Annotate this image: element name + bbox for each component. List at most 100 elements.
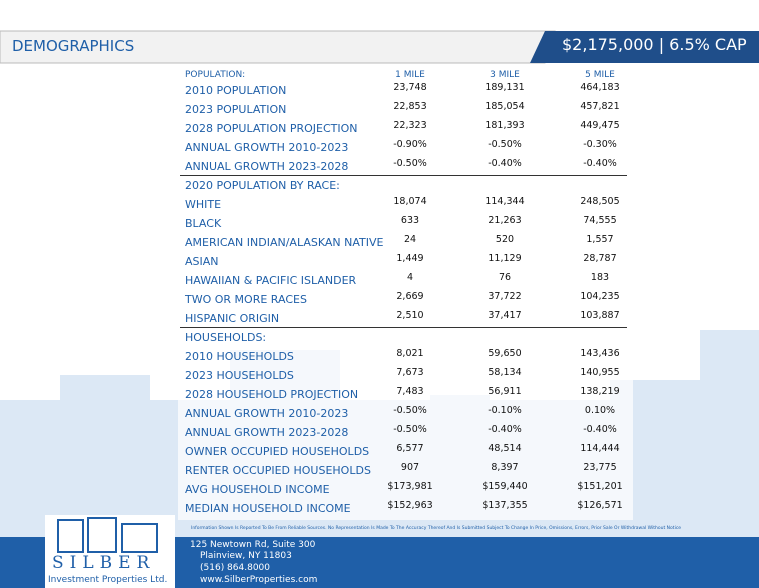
cell-value: 520 [495,234,515,245]
cell-value: 8,397 [491,462,519,473]
section-heading: HOUSEHOLDS: [185,331,267,344]
cell-value: -0.50% [488,139,522,150]
page-title: DEMOGRAPHICS [12,37,135,55]
cell-value: 28,787 [583,253,617,264]
cell-value: 56,911 [488,386,522,397]
address-line: Plainview, NY 11803 [200,551,292,561]
row-label: RENTER OCCUPIED HOUSEHOLDS [185,464,371,477]
row-label: AVG HOUSEHOLD INCOME [185,483,330,496]
divider [180,175,627,176]
cell-value: $126,571 [577,500,623,511]
cell-value: 4 [406,272,414,283]
row-label: ANNUAL GROWTH 2010-2023 [185,141,349,154]
cell-value: -0.40% [488,158,522,169]
cell-value: 907 [400,462,420,473]
cell-value: -0.50% [393,158,427,169]
column-header: 3 MILE [490,70,520,80]
cell-value: 37,722 [488,291,522,302]
disclaimer: Information Shown Is Reported To Be From… [191,526,682,531]
row-label: ANNUAL GROWTH 2023-2028 [185,160,349,173]
cell-value: -0.50% [393,424,427,435]
row-label: MEDIAN HOUSEHOLD INCOME [185,502,351,515]
column-header: 1 MILE [395,70,425,80]
cell-value: -0.30% [583,139,617,150]
cell-value: 464,183 [580,82,620,93]
cell-value: 59,650 [488,348,522,359]
logo-tagline: Investment Properties Ltd. [48,575,168,585]
cell-value: 181,393 [485,120,525,131]
cell-value: 449,475 [580,120,620,131]
cell-value: -0.90% [393,139,427,150]
cell-value: $159,440 [482,481,528,492]
cell-value: 114,444 [580,443,620,454]
row-label: 2028 HOUSEHOLD PROJECTION [185,388,359,401]
cell-value: 0.10% [584,405,616,416]
cell-value: 114,344 [485,196,525,207]
row-label: HAWAIIAN & PACIFIC ISLANDER [185,274,357,287]
cell-value: 37,417 [488,310,522,321]
phone: (516) 864.8000 [200,563,271,573]
row-label: HISPANIC ORIGIN [185,312,280,325]
cell-value: 74,555 [583,215,617,226]
cell-value: 18,074 [393,196,427,207]
cell-value: 248,505 [580,196,620,207]
cell-value: 7,673 [396,367,424,378]
cell-value: 2,669 [396,291,424,302]
cell-value: 633 [400,215,420,226]
section-heading: 2020 POPULATION BY RACE: [185,179,340,192]
cell-value: 138,219 [580,386,620,397]
cell-value: 8,021 [396,348,424,359]
cell-value: 2,510 [396,310,424,321]
row-label: AMERICAN INDIAN/ALASKAN NATIVE [185,236,384,249]
row-label: ASIAN [185,255,219,268]
cell-value: -0.40% [488,424,522,435]
cell-value: 11,129 [488,253,522,264]
cell-value: 103,887 [580,310,620,321]
cell-value: 58,134 [488,367,522,378]
cell-value: -0.10% [488,405,522,416]
address-line: 125 Newtown Rd, Suite 300 [190,540,316,550]
row-label: 2010 HOUSEHOLDS [185,350,294,363]
cell-value: 143,436 [580,348,620,359]
cell-value: 23,775 [583,462,617,473]
logo-name: SILBER [52,553,156,573]
row-label: ANNUAL GROWTH 2010-2023 [185,407,349,420]
cell-value: 457,821 [580,101,620,112]
cell-value: 6,577 [396,443,424,454]
cell-value: -0.40% [583,424,617,435]
cell-value: 24 [403,234,417,245]
cell-value: $151,201 [577,481,623,492]
cell-value: 76 [498,272,512,283]
cell-value: 183 [590,272,610,283]
row-label: WHITE [185,198,222,211]
cell-value: 7,483 [396,386,424,397]
column-header: POPULATION: [185,70,246,80]
cell-value: 48,514 [488,443,522,454]
cell-value: $173,981 [387,481,433,492]
row-label: OWNER OCCUPIED HOUSEHOLDS [185,445,370,458]
cell-value: 1,449 [396,253,424,264]
divider [180,327,627,328]
cell-value: $137,355 [482,500,528,511]
cell-value: 1,557 [586,234,614,245]
row-label: BLACK [185,217,222,230]
cell-value: 104,235 [580,291,620,302]
column-header: 5 MILE [585,70,615,80]
row-label: 2010 POPULATION [185,84,287,97]
row-label: 2023 HOUSEHOLDS [185,369,294,382]
cell-value: -0.50% [393,405,427,416]
cell-value: 140,955 [580,367,620,378]
row-label: ANNUAL GROWTH 2023-2028 [185,426,349,439]
cell-value: -0.40% [583,158,617,169]
cell-value: 23,748 [393,82,427,93]
cell-value: 21,263 [488,215,522,226]
cell-value: $152,963 [387,500,433,511]
row-label: 2023 POPULATION [185,103,287,116]
cell-value: 185,054 [485,101,525,112]
price-cap: $2,175,000 | 6.5% CAP [562,35,747,54]
website: www.SilberProperties.com [200,575,318,585]
cell-value: 22,853 [393,101,427,112]
row-label: TWO OR MORE RACES [185,293,307,306]
